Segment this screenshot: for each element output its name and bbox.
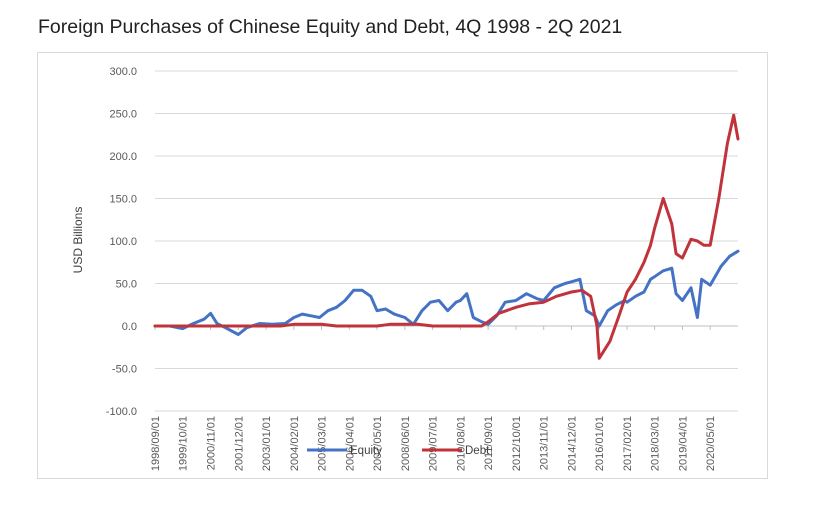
y-tick-label: -100.0 bbox=[106, 406, 137, 418]
x-tick-label: 2019/04/01 bbox=[677, 416, 689, 471]
series-lines bbox=[153, 113, 740, 360]
legend-label-equity: Equity bbox=[350, 445, 382, 457]
x-tick-label: 2010/08/01 bbox=[455, 416, 467, 471]
series-line-equity bbox=[153, 249, 740, 336]
x-tick-labels: 1998/09/01 1999/10/01 2000/11/01 2001/12/01… bbox=[150, 326, 717, 471]
x-tick-label: 2011/09/01 bbox=[483, 416, 495, 470]
x-tick-label: 2009/07/01 bbox=[428, 416, 440, 471]
legend-label-debt: Debt bbox=[465, 445, 490, 457]
x-tick-label: 2003/01/01 bbox=[261, 416, 273, 471]
x-tick-label: 2016/01/01 bbox=[594, 416, 606, 471]
y-tick-label: 250.0 bbox=[109, 109, 137, 121]
x-tick-label: 2000/11/01 bbox=[206, 416, 218, 470]
y-tick-label: 200.0 bbox=[109, 151, 137, 163]
y-tick-label: 300.0 bbox=[109, 66, 137, 78]
x-tick-label: 2004/02/01 bbox=[289, 416, 301, 471]
y-tick-label: 150.0 bbox=[109, 194, 137, 206]
legend: Equity Debt bbox=[307, 445, 490, 457]
x-tick-label: 2020/05/01 bbox=[705, 416, 717, 471]
x-tick-label: 1999/10/01 bbox=[178, 416, 190, 471]
x-tick-label: 2017/02/01 bbox=[622, 416, 634, 471]
x-tick-label: 2005/03/01 bbox=[317, 416, 329, 471]
y-tick-labels: 300.0 250.0 200.0 150.0 100.0 50.0 0.0 -50.0 -10… bbox=[106, 66, 137, 418]
y-tick-label: -50.0 bbox=[112, 364, 137, 376]
x-tick-label: 1998/09/01 bbox=[150, 416, 162, 471]
y-axis-label: USD Billions bbox=[71, 207, 85, 274]
x-tick-label: 2006/04/01 bbox=[344, 416, 356, 471]
x-tick-label: 2013/11/01 bbox=[539, 416, 551, 470]
series-line-debt bbox=[153, 113, 740, 360]
x-tick-label: 2014/12/01 bbox=[566, 416, 578, 471]
x-tick-label: 2018/03/01 bbox=[650, 416, 662, 471]
y-tick-label: 50.0 bbox=[116, 279, 137, 291]
x-tick-label: 2001/12/01 bbox=[233, 416, 245, 471]
x-tick-label: 2007/05/01 bbox=[372, 416, 384, 471]
x-tick-label: 2012/10/01 bbox=[511, 416, 523, 471]
x-tick-label: 2008/06/01 bbox=[400, 416, 412, 471]
chart-title: Foreign Purchases of Chinese Equity and … bbox=[38, 16, 623, 38]
y-tick-label: 0.0 bbox=[122, 321, 137, 333]
chart-frame bbox=[37, 52, 768, 479]
y-tick-label: 100.0 bbox=[109, 236, 137, 248]
